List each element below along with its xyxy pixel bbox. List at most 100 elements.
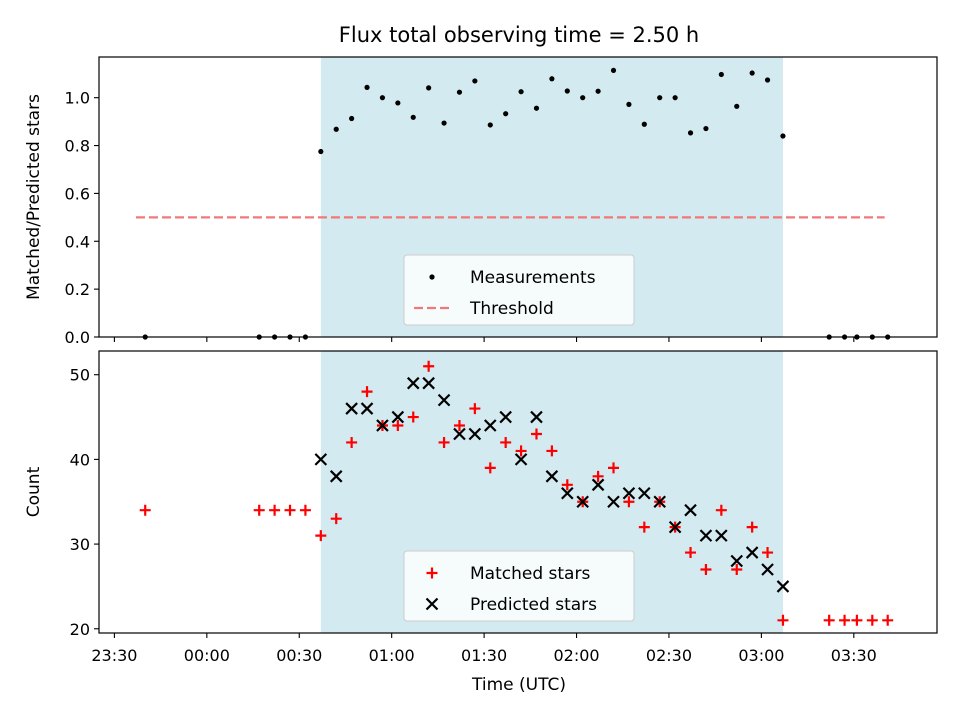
- ratio-panel-ylabel: Matched/Predicted stars: [24, 94, 44, 300]
- data-point: [410, 114, 416, 120]
- y-tick-label: 50: [70, 366, 90, 385]
- chart-title: Flux total observing time = 2.50 h: [339, 23, 699, 47]
- data-point: [284, 504, 296, 516]
- x-axis-label: Time (UTC): [471, 675, 566, 695]
- data-point: [333, 126, 339, 132]
- count-panel: 20 30 40 50 23:30 00:00 00:30 01:00 01:30 02:00 02…: [70, 350, 938, 665]
- legend-marker: [425, 597, 439, 611]
- data-point: [269, 504, 281, 516]
- data-point: [376, 419, 389, 432]
- count-panel-ylabel: Count: [24, 466, 44, 517]
- data-point: [851, 614, 863, 626]
- data-point: [823, 614, 835, 626]
- legend-box: [403, 254, 635, 326]
- legend: Measurements Threshold: [403, 254, 635, 326]
- x-tick-label: 02:30: [646, 646, 692, 665]
- data-point: [641, 121, 647, 127]
- data-point: [395, 100, 401, 106]
- y-tick-label: 0.0: [65, 328, 90, 347]
- x-tick-label: 03:00: [738, 646, 784, 665]
- data-point: [610, 67, 617, 74]
- data-point: [638, 521, 650, 533]
- data-point: [549, 76, 555, 82]
- data-point: [687, 130, 694, 136]
- data-point: [499, 410, 512, 424]
- data-point: [749, 70, 755, 76]
- data-point: [685, 547, 697, 559]
- data-point: [315, 530, 327, 542]
- data-point: [469, 403, 481, 415]
- data-point: [668, 520, 682, 534]
- data-point: [330, 513, 342, 525]
- data-point: [487, 122, 493, 128]
- data-point: [318, 148, 324, 155]
- data-point: [518, 89, 524, 95]
- data-point: [533, 105, 540, 111]
- series-predicted-stars: [314, 376, 790, 593]
- data-point: [866, 614, 878, 626]
- data-point: [718, 71, 724, 78]
- axes-frame: [98, 56, 938, 338]
- data-point: [546, 445, 558, 457]
- y-tick-label: 40: [70, 450, 90, 469]
- data-point: [580, 95, 586, 101]
- data-point: [329, 470, 343, 483]
- data-point: [364, 84, 370, 90]
- data-point: [607, 495, 620, 509]
- data-point: [406, 376, 420, 390]
- data-point: [407, 411, 419, 423]
- axes-frame: [98, 350, 938, 634]
- legend-label: Threshold: [469, 299, 554, 319]
- data-point: [776, 580, 790, 593]
- x-tick-label: 02:00: [553, 646, 599, 665]
- data-point: [777, 614, 789, 626]
- data-point: [453, 427, 466, 441]
- data-point: [734, 103, 740, 109]
- data-point: [608, 462, 620, 474]
- legend-marker: [426, 567, 438, 579]
- x-tick-label: 00:30: [276, 646, 322, 665]
- data-point: [715, 529, 728, 542]
- data-point: [349, 115, 355, 122]
- series-measurements: [142, 67, 891, 340]
- legend-box: [403, 550, 635, 622]
- data-point: [456, 89, 463, 95]
- data-point: [592, 470, 604, 482]
- data-point: [653, 495, 666, 509]
- data-point: [360, 402, 374, 415]
- data-point: [591, 478, 605, 492]
- legend-label: Predicted stars: [470, 595, 597, 615]
- y-tick-label: 30: [70, 535, 90, 554]
- series-matched-stars: [139, 360, 894, 626]
- legend-label: Measurements: [470, 268, 596, 288]
- data-point: [253, 504, 265, 516]
- data-point: [839, 614, 851, 626]
- legend-label: Matched stars: [470, 564, 590, 584]
- legend-marker: [429, 274, 435, 280]
- data-point: [441, 120, 447, 126]
- data-point: [746, 521, 758, 533]
- x-tick-label: 00:00: [184, 646, 230, 665]
- data-point: [622, 486, 636, 500]
- data-point: [564, 88, 570, 94]
- data-point: [361, 386, 373, 398]
- data-point: [684, 503, 697, 517]
- data-point: [703, 125, 709, 132]
- data-point: [761, 563, 774, 576]
- data-point: [731, 563, 743, 575]
- data-point: [745, 546, 759, 559]
- legend: Matched stars Predicted stars: [403, 550, 635, 622]
- x-tick-label: 23:30: [91, 646, 137, 665]
- data-point: [391, 410, 405, 424]
- data-point: [561, 486, 574, 500]
- data-point: [139, 504, 151, 516]
- y-tick-label: 0.6: [65, 184, 90, 203]
- data-point: [346, 436, 358, 448]
- data-point: [764, 77, 771, 83]
- data-point: [576, 495, 589, 509]
- data-point: [780, 133, 786, 139]
- data-point: [515, 445, 527, 457]
- data-point: [623, 496, 635, 508]
- y-tick-label: 20: [70, 620, 90, 639]
